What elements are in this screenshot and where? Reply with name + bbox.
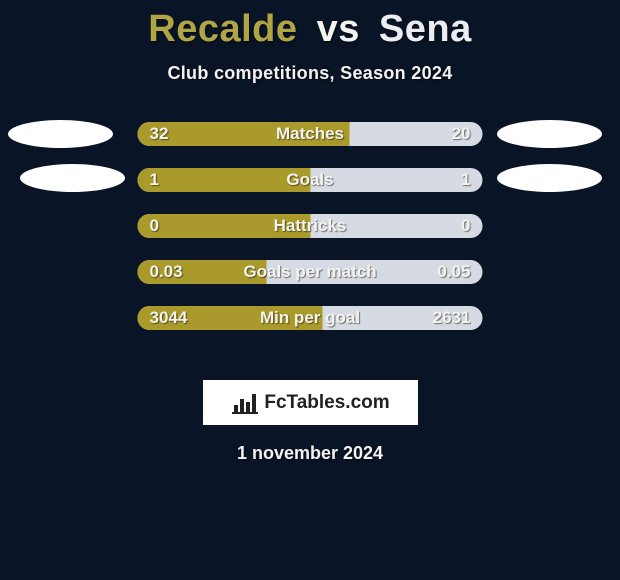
fctables-logo: FcTables.com [203, 380, 418, 425]
avatar-placeholder-right-2 [497, 164, 602, 192]
stat-value-left: 0.03 [150, 260, 183, 284]
stat-label: Matches [276, 122, 344, 146]
stat-value-right: 0 [461, 214, 470, 238]
bars-icon [230, 391, 260, 415]
stat-value-left: 3044 [150, 306, 188, 330]
stat-bars: Matches 32 20 Goals 1 1 Hattricks 0 0 Goals per m… [138, 122, 483, 352]
date-label: 1 november 2024 [0, 443, 620, 464]
footer-logo-area: FcTables.com [0, 380, 620, 425]
stat-label: Goals [286, 168, 333, 192]
player1-name: Recalde [148, 8, 297, 50]
page-title: Recalde vs Sena [0, 0, 620, 51]
stat-label: Hattricks [274, 214, 347, 238]
stat-row: Goals 1 1 [138, 168, 483, 192]
stat-bar-left-fill [138, 168, 311, 192]
stats-section: Matches 32 20 Goals 1 1 Hattricks 0 0 Goals per m… [0, 122, 620, 372]
stat-value-right: 20 [452, 122, 471, 146]
stat-value-left: 0 [150, 214, 159, 238]
stat-value-right: 2631 [433, 306, 471, 330]
stat-label: Goals per match [243, 260, 376, 284]
player2-name: Sena [379, 8, 472, 50]
avatar-placeholder-right-1 [497, 120, 602, 148]
avatar-placeholder-left-2 [20, 164, 125, 192]
stat-value-left: 1 [150, 168, 159, 192]
logo-text: FcTables.com [264, 392, 389, 414]
avatar-placeholder-left-1 [8, 120, 113, 148]
comparison-infographic: Recalde vs Sena Club competitions, Seaso… [0, 0, 620, 580]
stat-row: Matches 32 20 [138, 122, 483, 146]
stat-value-left: 32 [150, 122, 169, 146]
subtitle: Club competitions, Season 2024 [0, 63, 620, 84]
stat-row: Min per goal 3044 2631 [138, 306, 483, 330]
stat-label: Min per goal [260, 306, 360, 330]
stat-value-right: 0.05 [437, 260, 470, 284]
stat-row: Hattricks 0 0 [138, 214, 483, 238]
stat-row: Goals per match 0.03 0.05 [138, 260, 483, 284]
stat-value-right: 1 [461, 168, 470, 192]
vs-text: vs [317, 8, 360, 50]
